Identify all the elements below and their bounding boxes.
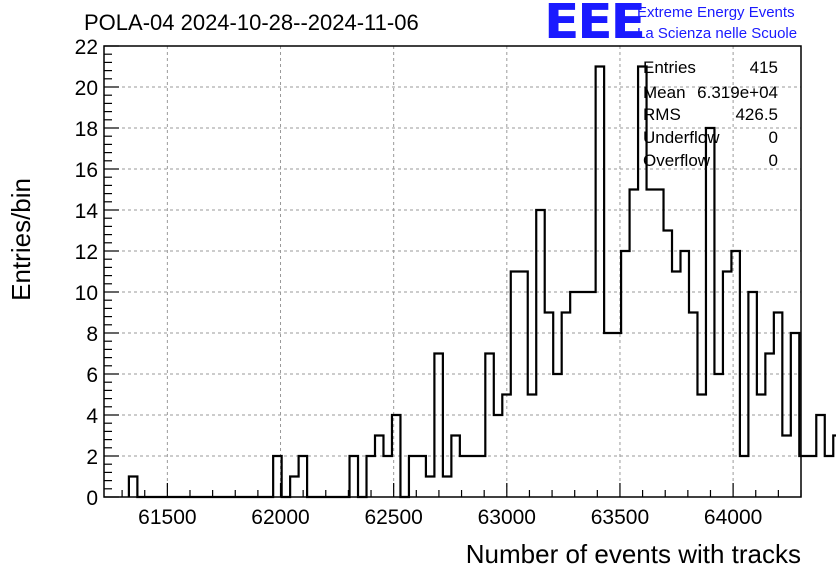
histogram-bin-59 [630, 190, 638, 498]
stat-mean-label: Mean [643, 83, 686, 102]
x-tick-label-61500: 61500 [138, 506, 196, 529]
histogram-bin-40 [468, 456, 476, 497]
x-tick-label-63500: 63500 [591, 506, 649, 529]
histogram-bin-73 [748, 292, 756, 497]
histogram-bin-38 [451, 436, 459, 498]
y-tick-label-12: 12 [75, 241, 98, 264]
histogram-bin-75 [765, 354, 773, 498]
y-tick-label-22: 22 [75, 36, 98, 59]
histogram-bin-26 [350, 456, 358, 497]
histogram-bin-66 [689, 313, 697, 498]
y-tick-label-6: 6 [86, 364, 98, 387]
stat-entries-label: Entries [643, 58, 696, 77]
histogram-bin-82 [825, 456, 833, 497]
histogram-bin-81 [816, 415, 824, 497]
eee-logo: EEE Extreme Energy Events La Scienza nel… [544, 0, 834, 50]
y-tick-label-8: 8 [86, 323, 98, 346]
histogram-bin-67 [697, 395, 705, 498]
stat-rms-label: RMS [643, 105, 681, 124]
histogram-bin-74 [757, 395, 765, 498]
x-axis-label: Number of events with tracks [466, 539, 801, 569]
logo-text-line1: Extreme Energy Events [637, 4, 795, 21]
histogram-bin-35 [426, 477, 434, 498]
y-tick-label-10: 10 [75, 282, 98, 305]
histogram-bin-50 [553, 374, 561, 497]
y-tick-label-14: 14 [75, 200, 99, 223]
histogram-bin-76 [774, 313, 782, 498]
x-tick-label-63000: 63000 [478, 506, 536, 529]
histogram-bin-68 [706, 128, 714, 497]
histogram-bin-45 [511, 272, 519, 498]
y-tick-label-18: 18 [75, 118, 98, 141]
stat-overflow-label: Overflow [643, 151, 711, 170]
stat-entries-value: 415 [749, 58, 778, 77]
histogram-bin-0 [129, 477, 137, 498]
stat-rms-value: 426.5 [735, 105, 778, 124]
stat-overflow-value: 0 [768, 151, 778, 170]
y-tick-label-2: 2 [86, 446, 98, 469]
histogram-bin-77 [782, 436, 790, 498]
histogram-bin-51 [562, 313, 570, 498]
y-tick-label-20: 20 [75, 77, 98, 100]
histogram-bin-62 [655, 190, 663, 498]
y-tick-label-16: 16 [75, 159, 98, 182]
chart-title: POLA-04 2024-10-28--2024-11-06 [84, 10, 419, 35]
stat-mean-value: 6.319e+04 [697, 83, 778, 102]
histogram-bars [127, 65, 836, 499]
grid-lines [104, 45, 801, 497]
histogram-bin-63 [664, 231, 672, 498]
x-tick-label-64000: 64000 [704, 506, 762, 529]
histogram-bin-47 [528, 395, 536, 498]
eee-logo-mark: EEE [544, 0, 646, 50]
histogram-bin-49 [545, 313, 553, 498]
histogram-bin-44 [502, 395, 510, 498]
histogram-bin-48 [536, 210, 544, 497]
plot-frame [103, 45, 802, 498]
histogram-bin-36 [434, 354, 442, 498]
histogram-bin-55 [596, 67, 604, 498]
histogram-bin-64 [672, 272, 680, 498]
histogram-bin-61 [647, 190, 655, 498]
axis-ticks [104, 45, 802, 498]
histogram-bin-70 [723, 272, 731, 498]
histogram-bin-54 [587, 292, 595, 497]
histogram-outline [127, 65, 836, 499]
x-tick-label-62000: 62000 [251, 506, 309, 529]
y-axis-label: Entries/bin [6, 178, 36, 301]
histogram-bin-37 [443, 477, 451, 498]
histogram-bin-46 [519, 272, 527, 498]
y-tick-label-4: 4 [86, 405, 98, 428]
tick-labels: 61500 62000 62500 63000 63500 64000 0 2 4 6 8 10 12 1… [75, 36, 763, 529]
histogram-bin-52 [570, 292, 578, 497]
x-tick-label-62500: 62500 [364, 506, 422, 529]
histogram-bin-34 [417, 456, 425, 497]
y-tick-label-0: 0 [86, 487, 98, 510]
logo-text-line2: La Scienza nelle Scuole [637, 25, 798, 42]
histogram-bin-72 [740, 456, 748, 497]
stat-underflow-label: Underflow [643, 128, 720, 147]
histogram-bin-19 [290, 477, 298, 498]
histogram-bin-53 [579, 292, 587, 497]
histogram-bin-29 [375, 436, 383, 498]
histogram-bin-30 [383, 456, 391, 497]
histogram-bin-42 [485, 354, 493, 498]
stat-underflow-value: 0 [768, 128, 778, 147]
histogram-bin-80 [808, 456, 816, 497]
histogram-bin-69 [714, 374, 722, 497]
